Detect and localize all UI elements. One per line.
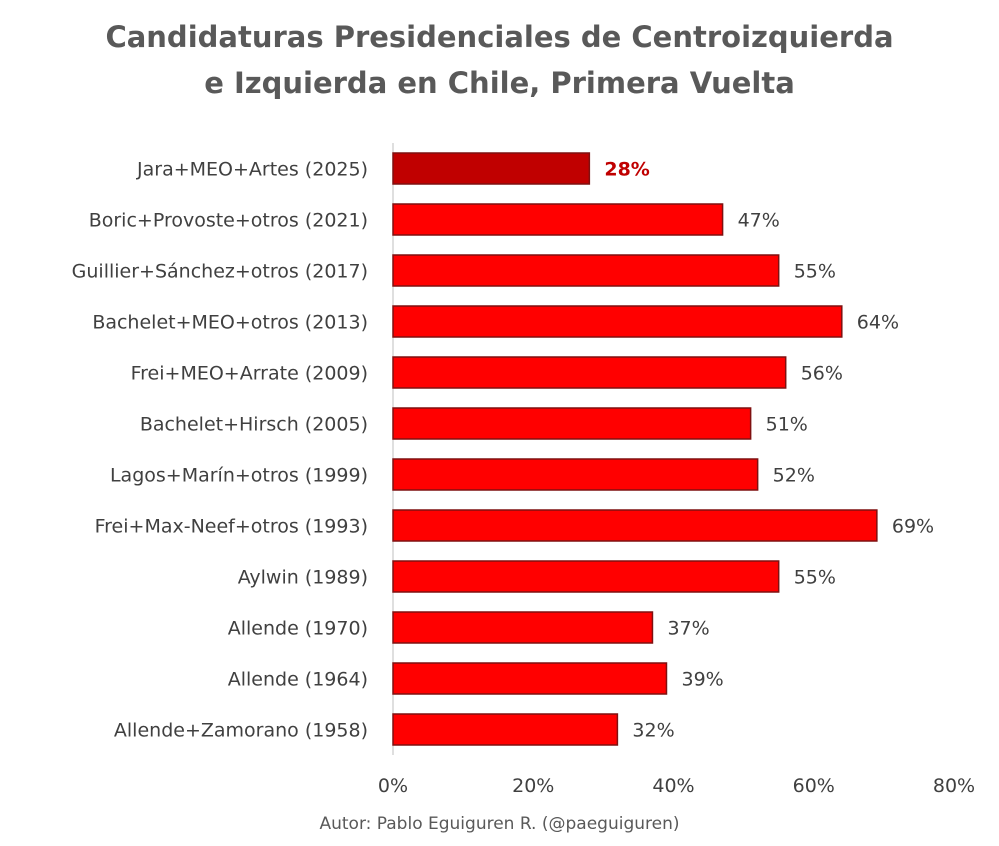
category-label: Boric+Provoste+otros (2021) [89, 210, 368, 232]
value-label: 37% [667, 618, 709, 640]
bar [392, 152, 591, 185]
category-label: Aylwin (1989) [238, 567, 368, 589]
category-label: Allende (1964) [228, 669, 368, 691]
value-label: 51% [766, 414, 808, 436]
x-tick-label: 40% [652, 775, 694, 797]
bar [392, 407, 752, 440]
bar [392, 305, 843, 338]
value-label: 28% [604, 159, 649, 181]
bar [392, 458, 759, 491]
x-tick-label: 80% [933, 775, 975, 797]
value-label: 56% [801, 363, 843, 385]
category-label: Lagos+Marín+otros (1999) [110, 465, 368, 487]
x-tick-label: 0% [378, 775, 408, 797]
category-label: Bachelet+MEO+otros (2013) [92, 312, 368, 334]
category-label: Frei+MEO+Arrate (2009) [131, 363, 368, 385]
value-label: 39% [681, 669, 723, 691]
value-label: 55% [794, 261, 836, 283]
chart-title-line-2: e Izquierda en Chile, Primera Vuelta [204, 66, 795, 100]
value-label: 55% [794, 567, 836, 589]
value-label: 47% [738, 210, 780, 232]
bar [392, 611, 654, 644]
bar [392, 254, 780, 287]
category-label: Allende (1970) [228, 618, 368, 640]
bar [392, 560, 780, 593]
category-label: Frei+Max-Neef+otros (1993) [95, 516, 368, 538]
value-label: 52% [773, 465, 815, 487]
category-label: Jara+MEO+Artes (2025) [136, 159, 368, 181]
chart-title: Candidaturas Presidenciales de Centroizq… [0, 14, 999, 106]
value-label: 69% [892, 516, 934, 538]
bar [392, 713, 619, 746]
value-label: 32% [632, 720, 674, 742]
chart-title-line-1: Candidaturas Presidenciales de Centroizq… [105, 20, 894, 54]
value-label: 64% [857, 312, 899, 334]
category-label: Guillier+Sánchez+otros (2017) [72, 261, 368, 283]
bar [392, 509, 878, 542]
x-tick-label: 60% [793, 775, 835, 797]
author-credit: Autor: Pablo Eguiguren R. (@paeguiguren) [319, 814, 680, 834]
category-label: Allende+Zamorano (1958) [114, 720, 368, 742]
category-label: Bachelet+Hirsch (2005) [140, 414, 368, 436]
bar [392, 356, 787, 389]
bar [392, 203, 724, 236]
bar [392, 662, 668, 695]
x-tick-label: 20% [512, 775, 554, 797]
